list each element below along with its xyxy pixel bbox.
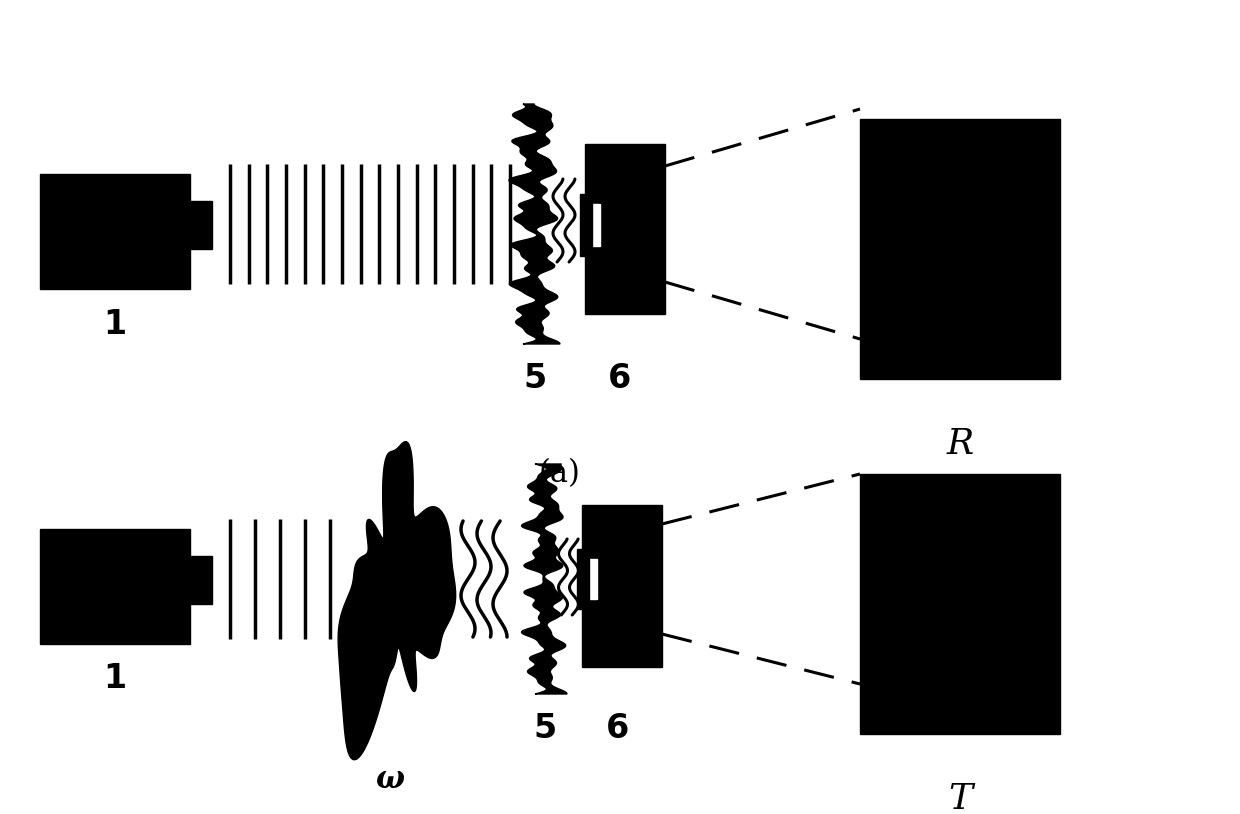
Text: 5: 5 [523,362,547,396]
Bar [861,119,1060,379]
Bar [579,559,596,599]
Bar [582,505,662,667]
Text: 6: 6 [609,362,631,396]
Bar [190,556,212,604]
Bar [40,529,190,644]
Bar [582,204,600,246]
Text: (a): (a) [539,458,580,489]
Polygon shape [508,104,560,344]
Text: 6: 6 [606,712,630,746]
Text: 1: 1 [103,663,126,695]
Polygon shape [339,442,455,759]
Text: T: T [947,782,972,814]
Text: 5: 5 [533,712,557,746]
Bar [861,474,1060,734]
Polygon shape [522,464,567,694]
Bar [585,144,665,314]
Bar [580,194,591,256]
Bar [190,201,212,249]
Text: R: R [946,427,973,461]
Bar [577,549,589,609]
Bar [40,174,190,289]
Text: 1: 1 [103,308,126,340]
Text: ω: ω [376,764,404,794]
